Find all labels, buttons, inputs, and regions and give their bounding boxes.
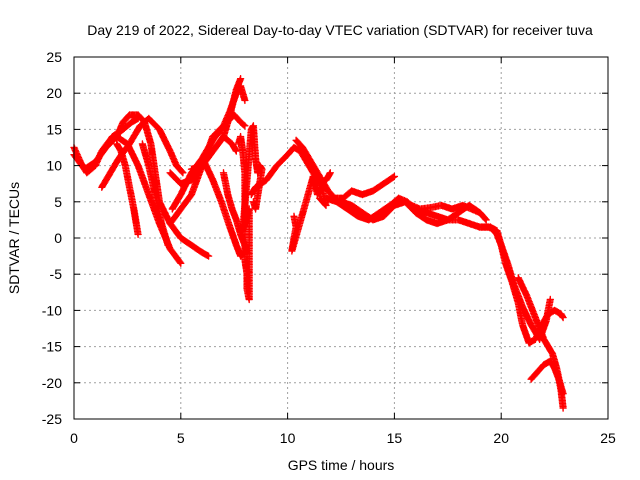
- series-arc-6: [138, 140, 172, 249]
- series-arc-5: [113, 140, 142, 239]
- y-tick-label: -20: [42, 375, 62, 391]
- y-tick-label: 10: [46, 158, 62, 174]
- series-arc-2: [70, 132, 185, 267]
- series-arc-20: [514, 274, 567, 412]
- x-tick-label: 0: [70, 430, 78, 446]
- series-markers: [292, 136, 399, 202]
- series-arc-3: [98, 114, 187, 191]
- x-tick-label: 10: [280, 430, 296, 446]
- grid-lines: [74, 57, 608, 419]
- y-tick-label: -10: [42, 302, 62, 318]
- x-axis-label: GPS time / hours: [288, 457, 395, 473]
- y-tick-label: -25: [42, 411, 62, 427]
- series-arc-14: [292, 136, 399, 202]
- x-tick-label: 20: [493, 430, 509, 446]
- series-markers: [200, 158, 249, 260]
- y-tick-label: 25: [46, 49, 62, 65]
- x-tick-label: 5: [177, 430, 185, 446]
- y-axis-label: SDTVAR / TECUs: [6, 182, 22, 294]
- series-markers: [98, 114, 187, 191]
- x-tick-label: 25: [600, 430, 616, 446]
- data-series: [70, 75, 567, 412]
- y-tick-label: 5: [54, 194, 62, 210]
- series-arc-11: [200, 158, 249, 260]
- series-markers: [168, 111, 249, 213]
- series-arc-17: [407, 201, 490, 224]
- series-markers: [138, 140, 172, 249]
- y-tick-label: 15: [46, 121, 62, 137]
- series-arc-21: [527, 357, 567, 398]
- series-markers: [407, 201, 490, 224]
- axis-ticks: 0 5 10 15 20 25 -25 -20 -15 -10 -5 0 5 10 15 20 25: [42, 49, 616, 446]
- series-markers: [234, 122, 266, 304]
- series-scatter-8h: [234, 122, 266, 304]
- series-markers: [322, 194, 501, 235]
- series-arc-9: [168, 111, 249, 213]
- y-tick-label: 20: [46, 85, 62, 101]
- x-tick-label: 15: [387, 430, 403, 446]
- series-arc-15: [322, 194, 501, 235]
- series-markers: [527, 357, 567, 398]
- series-markers: [113, 140, 142, 239]
- y-tick-label: 0: [54, 230, 62, 246]
- series-markers: [70, 132, 185, 267]
- y-tick-label: -5: [50, 266, 63, 282]
- y-tick-label: -15: [42, 339, 62, 355]
- series-markers: [514, 274, 567, 412]
- chart-title: Day 219 of 2022, Sidereal Day-to-day VTE…: [87, 22, 593, 38]
